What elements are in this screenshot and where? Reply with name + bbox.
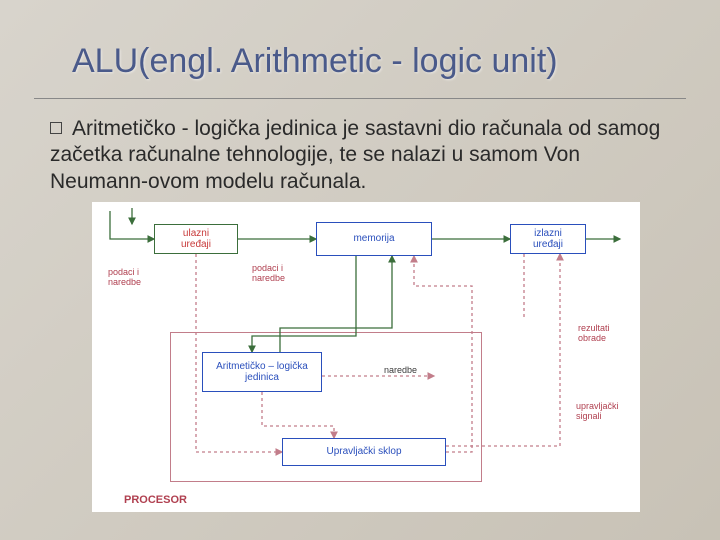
- box-izlazni: izlazniuređaji: [510, 224, 586, 254]
- body-text-content: Aritmetičko - logička jedinica je sastav…: [50, 117, 660, 193]
- label-naredbe: naredbe: [384, 366, 417, 376]
- box-alu: Aritmetičko – logičkajedinica: [202, 352, 322, 392]
- label-podaci2: podaci inaredbe: [252, 264, 285, 284]
- box-memorija: memorija: [316, 222, 432, 256]
- label-podaci1: podaci inaredbe: [108, 268, 141, 288]
- von-neumann-diagram: ulazniuređaji memorija izlazniuređaji Aritm…: [92, 202, 640, 512]
- processor-label: PROCESOR: [124, 494, 187, 506]
- box-ulazni: ulazniuređaji: [154, 224, 238, 254]
- bullet-icon: [50, 122, 62, 134]
- box-upravljacki: Upravljački sklop: [282, 438, 446, 466]
- title-rule: [34, 98, 686, 99]
- page-title: ALU(engl. Arithmetic - logic unit): [72, 42, 558, 81]
- label-signali: upravljačkisignali: [576, 402, 619, 422]
- label-rezultati: rezultatiobrade: [578, 324, 610, 344]
- body-paragraph: Aritmetičko - logička jedinica je sastav…: [50, 116, 670, 195]
